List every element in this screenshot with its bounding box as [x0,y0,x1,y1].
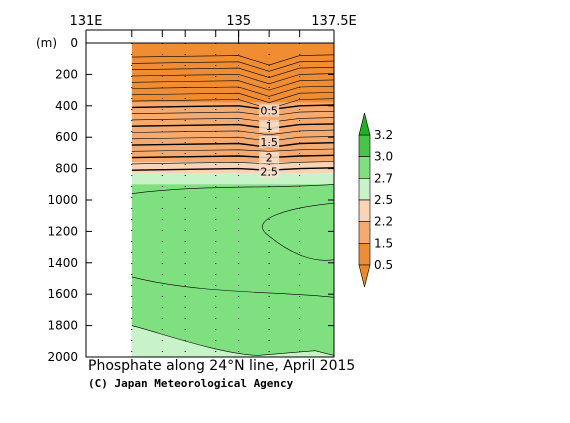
y-tick-label-4: 800 [55,162,78,176]
colorbar-label-4: 2.2 [374,215,393,229]
contour-label-1: 1 [266,120,273,133]
contour-label-bg-0 [259,104,280,117]
y-tick-label-10: 2000 [47,350,78,364]
contour-line-15 [131,148,335,152]
y-tick-label-6: 1200 [47,224,78,238]
axes: 131E 135 137.5E 0 200 400 600 800 1000 1200 1400 16… [36,14,357,364]
contour-line-17 [131,161,335,165]
colorbar-top-arrow [358,112,371,136]
colorbar-segment-5 [358,243,371,266]
y-tick-label-0: 0 [70,36,78,50]
chart-title: Phosphate along 24°N line, April 2015 [88,358,356,374]
contour-label-bg-2 [259,135,280,148]
y-tick-label-2: 400 [55,99,78,113]
contour-line-7 [131,98,335,110]
y-tick-label-1: 200 [55,67,78,81]
contour-line-3 [131,73,335,85]
contour-line-9 [131,111,335,117]
colorbar-label-5: 1.5 [374,236,393,250]
contour-label-4: 2.5 [260,166,278,179]
contour-line-12 [131,129,335,136]
contour-line-18 [131,167,335,171]
colorbar-label-6: 0.5 [374,258,393,272]
y-tick-label-5: 1000 [47,193,78,207]
colorbar-segment-4 [358,221,371,244]
band-5 [131,184,334,357]
y-tick-label-9: 1800 [47,319,78,333]
band-0 [131,43,334,103]
colorbar-label-0: 3.2 [374,128,393,142]
colorbar-label-3: 2.5 [374,193,393,207]
contour-label-bg-1 [259,120,280,133]
contour-line-deep-2 [262,202,335,261]
y-tick-label-7: 1400 [47,256,78,270]
contour-label-3: 2 [266,152,273,165]
colorbar-segment-1 [358,156,371,179]
contour-line-10 [131,117,335,123]
contour-line-8 [131,104,335,111]
band-deep-patch [131,325,334,357]
contour-label-bg-4 [259,165,280,178]
colorbar-segment-0 [358,134,371,157]
colorbar-label-1: 3.0 [374,150,393,164]
colorbar: 3.2 3.0 2.7 2.5 2.2 1.5 0.5 [358,112,393,288]
contour-label-bg-3 [259,151,280,164]
top-tick-label-2: 137.5E [311,14,356,29]
contour-line-5 [131,85,335,97]
colorbar-segment-3 [358,199,371,222]
contour-line-14 [131,142,335,149]
contour-line-deep-4 [131,325,335,356]
contour-label-0: 0.5 [260,105,278,118]
colorbar-segment-2 [358,178,371,201]
y-axis-unit: (m) [36,36,57,50]
contour-line-13 [131,136,335,142]
contour-line-2 [131,67,335,78]
contour-lines: 0.511.522.5 [131,54,335,356]
colorbar-label-2: 2.7 [374,171,393,185]
contour-line-11 [131,123,335,130]
band-4 [131,173,334,185]
y-tick-label-3: 600 [55,130,78,144]
band-3 [131,162,334,174]
contour-line-deep-3 [131,276,335,298]
contour-line-1 [131,60,335,72]
contour-line-deep-1 [131,184,335,195]
plot-area [131,43,334,357]
contour-line-6 [131,92,335,104]
contour-line-16 [131,154,335,159]
contour-line-0 [131,54,335,66]
top-tick-label-1: 135 [226,14,251,29]
credit-text: (C) Japan Meteorological Agency [88,377,294,390]
colorbar-bottom-arrow [358,264,371,288]
top-tick-label-0: 131E [69,14,102,29]
y-tick-label-8: 1600 [47,287,78,301]
contour-line-4 [131,79,335,91]
band-2 [131,145,334,163]
